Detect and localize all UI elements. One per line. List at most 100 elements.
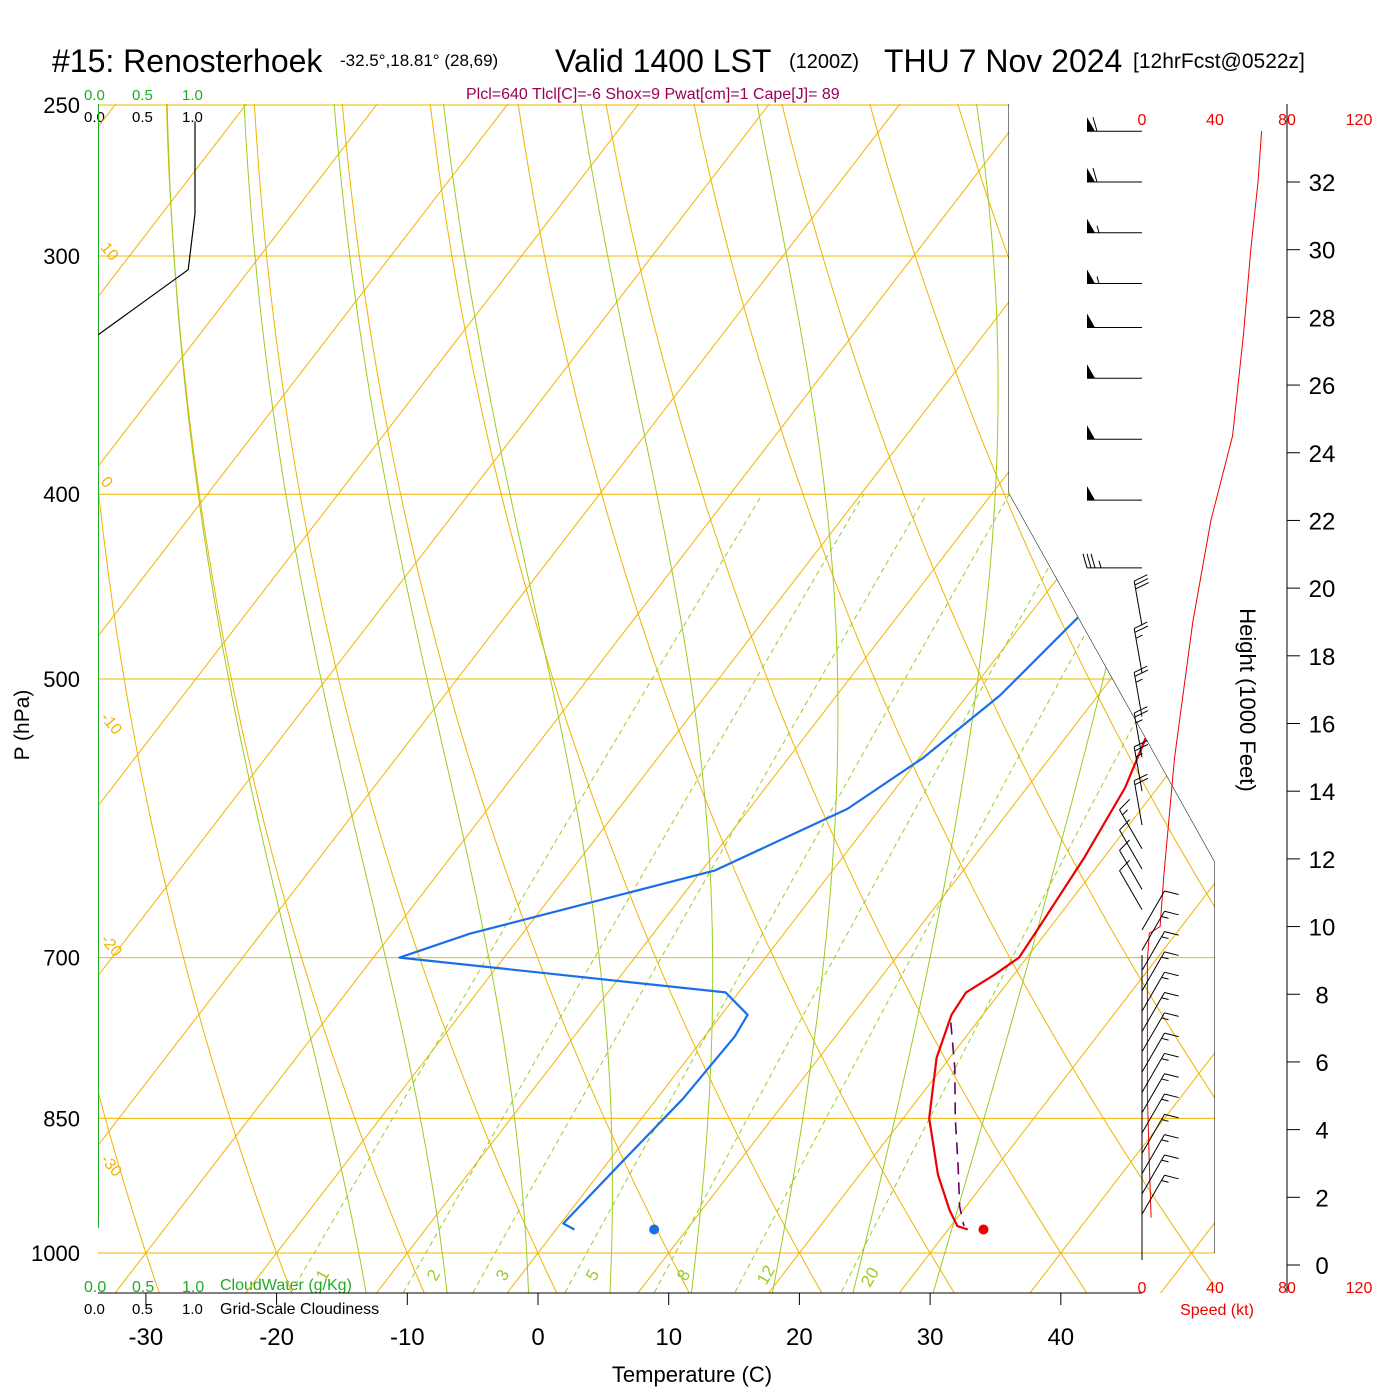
sounding-indices: Plcl=640 Tlcl[C]=-6 Shox=9 Pwat[cm]=1 Ca…: [466, 86, 840, 103]
isotherm-right-label: 10: [1032, 513, 1067, 548]
height-tick-label: 0: [1315, 1253, 1328, 1280]
height-tick-label: 24: [1309, 441, 1336, 468]
wind-barb: [1141, 1073, 1179, 1113]
cloudiness-tick-top-0: 0.0: [84, 109, 105, 126]
surface-temperature-point: [978, 1224, 989, 1235]
mixing-ratio-label: 8: [673, 1266, 694, 1284]
cloudwater-tick-bottom-2: 1.0: [182, 1279, 204, 1296]
wind-barb: [1087, 218, 1142, 234]
wind-barb-feather: [1133, 773, 1148, 782]
dry-adiabat-line: [98, 104, 174, 1293]
wind-barb-half-feather: [1161, 997, 1169, 1000]
temperature-tick-label: 30: [917, 1324, 944, 1351]
height-tick-label: 8: [1315, 982, 1328, 1009]
dry-adiabat-line: [765, 104, 1215, 1293]
wind-barb-staff: [1119, 870, 1143, 910]
valid-date: THU 7 Nov 2024: [884, 43, 1122, 79]
wind-speed-tick-bottom-0: 0: [1138, 1280, 1147, 1297]
wind-barb-half-feather: [1135, 634, 1143, 639]
wind-barb-feather: [1133, 621, 1148, 629]
wind-barb-staff: [1141, 1032, 1165, 1073]
temperature-tick-label: -10: [390, 1324, 425, 1351]
height-tick-label: 32: [1309, 170, 1336, 197]
wind-barb-half-feather: [1122, 809, 1128, 816]
wind-barb-flag: [1087, 218, 1095, 233]
mixing-ratio-line: [380, 493, 865, 1293]
moist-adiabat-line: [842, 104, 999, 1293]
wind-barb: [1141, 1174, 1179, 1215]
wind-barb-feather: [1164, 1113, 1179, 1119]
wind-speed-tick-bottom-3: 120: [1346, 1280, 1373, 1297]
wind-barb-staff: [1141, 931, 1165, 971]
wind-barb: [1141, 1134, 1179, 1174]
height-tick-label: 22: [1309, 508, 1336, 535]
wind-barb: [1133, 773, 1149, 826]
cloudwater-tick-top-0: 0.0: [84, 87, 105, 104]
cloudiness-tick-bottom-0: 0.0: [84, 1301, 105, 1318]
wind-barb-flag: [1087, 117, 1095, 132]
wind-speed-tick-top-2: 80: [1278, 112, 1296, 129]
wind-speed-tick-top-0: 0: [1138, 112, 1147, 129]
wind-barb: [1119, 839, 1143, 890]
wind-barb-half-feather: [1161, 1179, 1169, 1183]
wind-barb: [1141, 1032, 1179, 1073]
temperature-axis: -30 -20 -10 0 10 20 30 40: [98, 1292, 1142, 1351]
wind-barb: [1082, 553, 1142, 569]
cloudwater-tick-top-2: 1.0: [182, 87, 203, 104]
isotherm-label: -10: [97, 710, 125, 739]
isotherm-line: [109, 104, 1042, 1293]
wind-barb-feather: [1164, 992, 1179, 997]
height-tick-label: 16: [1309, 712, 1336, 739]
isotherm-right-label: 0: [1004, 328, 1031, 353]
wind-barb-half-feather: [1161, 1037, 1169, 1041]
wind-barb-staff: [1141, 1093, 1165, 1134]
cloudiness-axis-bottom: 0.0 0.5 1.0 Grid-Scale Cloudiness: [84, 1301, 379, 1318]
wind-barb-half-feather: [1161, 1058, 1169, 1061]
cloudwater-axis-bottom: 0.0 0.5 1.0 CloudWater (g/Kg): [84, 1277, 352, 1296]
dry-adiabat-line: [851, 104, 1215, 1293]
wind-speed-axis-top: 0 40 80 120: [1138, 112, 1373, 129]
wind-barb: [1119, 798, 1143, 849]
temperature-line: [928, 137, 1215, 1231]
wind-barb-feather: [1133, 665, 1148, 673]
dry-adiabat-line: [422, 104, 845, 1293]
pressure-tick-label: 850: [43, 1106, 80, 1131]
temperature-tick-label: -30: [129, 1324, 164, 1351]
isotherm-line: [98, 104, 912, 1293]
wind-barb-feather: [1164, 1174, 1179, 1180]
wind-barb-staff: [1141, 1053, 1165, 1093]
temperature-tick-label: -20: [259, 1324, 294, 1351]
wind-barb-half-feather: [1161, 915, 1169, 919]
wind-speed-tick-top-1: 40: [1206, 112, 1224, 129]
pressure-tick-label: 700: [43, 946, 80, 971]
isotherm-right-label: 20: [1102, 633, 1137, 668]
wind-barb: [1087, 425, 1142, 440]
wind-barb-feather: [1133, 706, 1148, 714]
wind-barb-feather: [1134, 625, 1149, 633]
wind-barb-feather: [1164, 890, 1179, 895]
wind-barb: [1087, 117, 1142, 132]
wind-barb-feather: [1164, 951, 1179, 956]
cloudiness-tick-top-1: 0.5: [132, 109, 153, 126]
pressure-tick-label: 250: [43, 93, 80, 118]
isotherm-label: 10: [97, 240, 122, 265]
isotherm-line: [98, 104, 650, 1293]
height-tick-label: 2: [1315, 1185, 1328, 1212]
wind-barb: [1141, 971, 1179, 1012]
height-tick-label: 10: [1309, 915, 1336, 942]
wind-speed-tick-bottom-1: 40: [1206, 1280, 1224, 1297]
height-tick-label: 4: [1315, 1118, 1328, 1145]
dry-adiabat-line: [680, 104, 1215, 1293]
dry-adiabat-line: [250, 104, 577, 1293]
cloudiness-axis-top: 0.0 0.5 1.0: [84, 109, 203, 126]
temperature-tick-label: 20: [786, 1324, 813, 1351]
diagram-border: [1008, 492, 1215, 863]
wind-barb: [1087, 486, 1142, 501]
wind-barb: [1141, 951, 1179, 992]
forecast-info: [12hrFcst@0522z]: [1133, 50, 1305, 73]
wind-barb-feather: [1092, 117, 1098, 132]
wind-barb-staff: [1141, 1154, 1165, 1195]
height-tick-label: 30: [1309, 238, 1336, 265]
dewpoint-line: [398, 137, 1215, 1231]
